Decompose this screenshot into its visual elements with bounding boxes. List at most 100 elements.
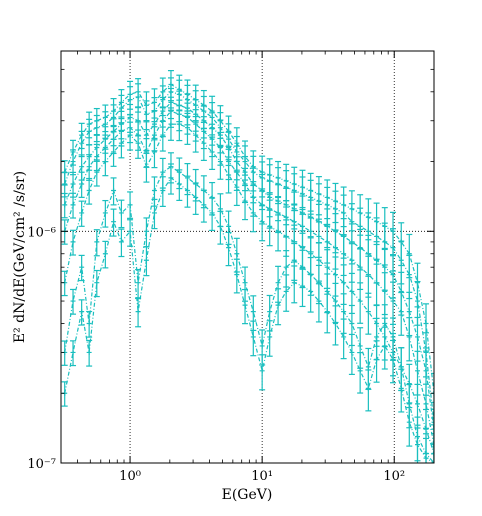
data-point [266, 320, 273, 357]
series-line [64, 83, 434, 394]
data-point [431, 401, 434, 448]
data-point [348, 333, 355, 376]
data-point [299, 268, 306, 308]
series-line [64, 110, 434, 445]
data-series [61, 70, 434, 463]
data-point [102, 199, 109, 228]
data-point [61, 270, 68, 297]
data-point [127, 121, 134, 151]
data-point [118, 228, 125, 258]
data-point [143, 246, 150, 277]
data-point [159, 120, 166, 152]
data-point [176, 109, 183, 142]
plot-frame [60, 50, 435, 464]
data-point [209, 197, 216, 231]
data-point [259, 354, 266, 391]
data-point [365, 369, 372, 412]
data-point [70, 192, 77, 219]
data-point [217, 145, 224, 180]
data-point [184, 112, 191, 145]
data-point [233, 171, 240, 207]
data-point [86, 310, 93, 338]
data-point [340, 318, 347, 360]
series-line [64, 123, 434, 454]
data-point [217, 210, 224, 245]
data-point [225, 159, 232, 194]
data-point [86, 177, 93, 205]
x-axis-label: E(GeV) [222, 487, 273, 503]
data-point [357, 351, 364, 394]
data-point [61, 171, 68, 198]
data-point [200, 127, 207, 161]
data-point [110, 138, 117, 167]
y-tick-label: 10⁻⁶ [27, 225, 56, 240]
data-point [78, 299, 85, 326]
x-tick-label: 10² [383, 469, 405, 484]
data-point [431, 442, 434, 463]
data-point [307, 273, 314, 313]
data-point [233, 258, 240, 294]
data-point [414, 424, 421, 463]
x-tick-label: 10⁰ [119, 469, 141, 484]
data-point [159, 176, 166, 207]
y-axis-label: E² dN/dE(GeV/cm² /s/sr) [12, 171, 28, 343]
data-point [93, 269, 100, 298]
data-point [381, 326, 388, 370]
data-point [167, 109, 174, 141]
data-point [176, 169, 183, 202]
data-point [61, 192, 68, 219]
data-point [406, 402, 413, 447]
data-point [151, 137, 158, 169]
data-point [70, 288, 77, 315]
data-point [167, 163, 174, 195]
data-point [93, 159, 100, 187]
data-point [135, 129, 142, 159]
data-point [200, 189, 207, 223]
data-point [86, 339, 93, 367]
data-point [398, 368, 405, 413]
series-line [64, 165, 434, 463]
data-point [70, 229, 77, 256]
data-point [61, 340, 68, 366]
data-point [390, 339, 397, 384]
data-point [250, 320, 257, 357]
data-point [225, 231, 232, 267]
data-point [135, 297, 142, 328]
data-point [78, 254, 85, 282]
data-point [365, 292, 372, 335]
data-point [332, 305, 339, 346]
data-point [431, 424, 434, 463]
data-point [242, 288, 249, 325]
data-point [102, 148, 109, 177]
data-point [275, 288, 282, 326]
data-point [283, 274, 290, 312]
data-point [192, 120, 199, 153]
data-point [406, 317, 413, 362]
data-point [102, 240, 109, 269]
data-point [61, 381, 68, 407]
x-tick-label: 10¹ [251, 469, 273, 484]
data-point [70, 340, 77, 367]
data-point [324, 293, 331, 334]
data-point [118, 129, 125, 159]
data-point [423, 437, 430, 463]
data-point [373, 340, 380, 383]
data-point [93, 229, 100, 257]
data-point [209, 136, 216, 170]
y-tick-label: 10⁻⁷ [27, 457, 56, 472]
series-line [64, 91, 434, 423]
data-point [406, 254, 413, 300]
data-point [184, 175, 191, 208]
data-point [275, 214, 282, 252]
data-point [118, 199, 125, 229]
data-point [78, 200, 85, 227]
data-point [192, 182, 199, 215]
data-point [110, 208, 117, 237]
data-point [110, 177, 117, 206]
data-point [143, 152, 150, 183]
data-point [291, 265, 298, 304]
data-point [357, 282, 364, 324]
data-point [242, 184, 249, 221]
data-point [259, 205, 266, 242]
